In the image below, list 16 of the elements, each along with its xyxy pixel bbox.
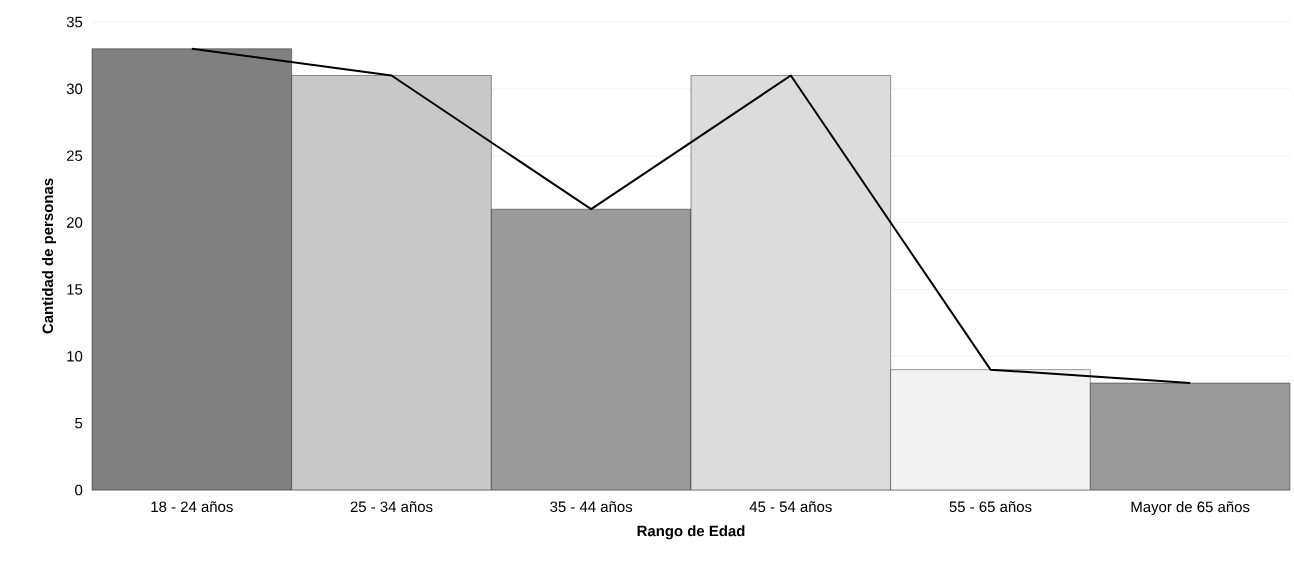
y-tick-label: 25 (66, 150, 83, 161)
x-tick-label: Mayor de 65 años (1131, 501, 1250, 516)
y-tick-label: 20 (66, 217, 83, 228)
y-tick-label: 10 (67, 350, 83, 362)
x-axis-title: Rango de Edad (637, 525, 745, 540)
y-tick-label: 5 (75, 417, 83, 429)
y-tick-label: 15 (67, 284, 83, 295)
x-tick-label: 55 - 65 años (949, 501, 1032, 513)
x-tick-label: 35 - 44 años (550, 501, 633, 513)
x-tick-label: 18 - 24 años (151, 501, 233, 513)
y-tick-label: 30 (66, 83, 83, 95)
x-tick-label: 25 - 34 años (350, 501, 433, 513)
y-axis-title: Cantidad de personas (42, 178, 57, 334)
y-tick-label: 35 (66, 16, 83, 28)
y-tick-label: 0 (75, 484, 83, 496)
x-tick-label: 45 - 54 años (749, 501, 832, 513)
